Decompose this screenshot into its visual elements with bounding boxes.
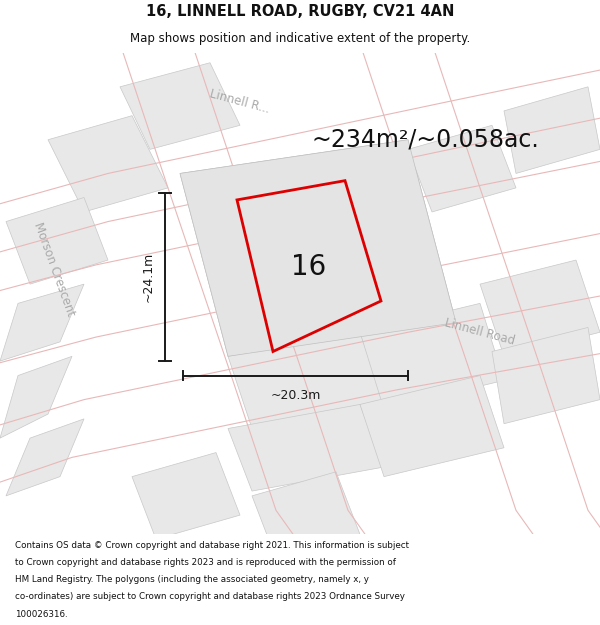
Text: Linnell Road: Linnell Road [443,317,517,348]
Polygon shape [504,87,600,173]
Polygon shape [0,284,84,361]
Text: 16: 16 [292,253,326,281]
Polygon shape [120,62,240,149]
Polygon shape [6,419,84,496]
Text: 100026316.: 100026316. [15,609,68,619]
Polygon shape [408,125,516,212]
Polygon shape [6,198,108,284]
Text: Linnell R...: Linnell R... [209,87,271,116]
Text: ~234m²/~0.058ac.: ~234m²/~0.058ac. [312,127,540,152]
Polygon shape [480,260,600,356]
Text: Contains OS data © Crown copyright and database right 2021. This information is : Contains OS data © Crown copyright and d… [15,541,409,550]
Polygon shape [252,472,360,559]
Text: co-ordinates) are subject to Crown copyright and database rights 2023 Ordnance S: co-ordinates) are subject to Crown copyr… [15,592,405,601]
Text: Map shows position and indicative extent of the property.: Map shows position and indicative extent… [130,32,470,45]
Polygon shape [0,356,72,438]
Text: ~24.1m: ~24.1m [142,252,155,302]
Text: 16, LINNELL ROAD, RUGBY, CV21 4AN: 16, LINNELL ROAD, RUGBY, CV21 4AN [146,4,454,19]
Polygon shape [204,231,456,356]
Polygon shape [228,332,384,429]
Polygon shape [228,404,384,491]
Polygon shape [180,140,432,265]
Polygon shape [360,376,504,477]
Polygon shape [180,140,456,356]
Polygon shape [492,328,600,424]
Text: Morson Crescent: Morson Crescent [31,221,77,318]
Text: ~20.3m: ~20.3m [271,389,320,402]
Polygon shape [132,452,240,539]
Text: HM Land Registry. The polygons (including the associated geometry, namely x, y: HM Land Registry. The polygons (includin… [15,575,369,584]
Text: to Crown copyright and database rights 2023 and is reproduced with the permissio: to Crown copyright and database rights 2… [15,558,396,567]
Polygon shape [48,116,168,212]
Polygon shape [360,303,504,409]
